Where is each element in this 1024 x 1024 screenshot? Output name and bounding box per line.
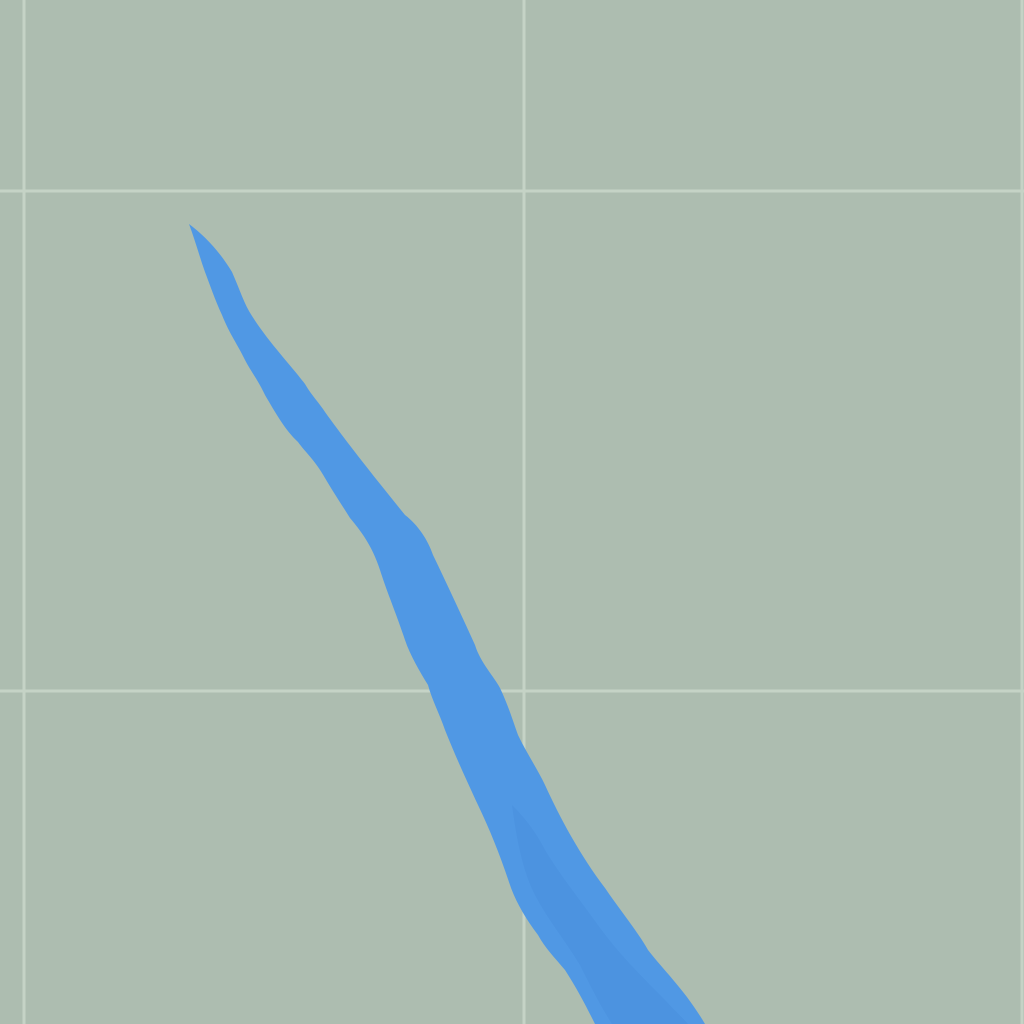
river[interactable] (189, 224, 705, 1024)
river-channel-overlap (512, 805, 688, 1024)
